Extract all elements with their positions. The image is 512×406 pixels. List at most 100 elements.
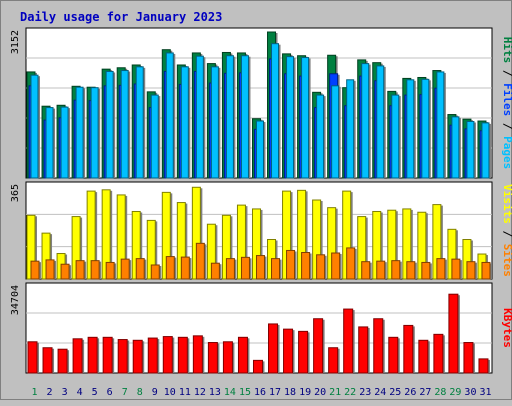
- pages-bar-day-30: [466, 120, 475, 179]
- sites-bar-day-5: [90, 260, 100, 280]
- pages-bar-day-22: [346, 79, 355, 179]
- pages-bar-day-11: [180, 66, 189, 179]
- kbytes-bar-day-1: [27, 341, 38, 374]
- sites-bar-day-29: [451, 258, 461, 280]
- kbytes-bar-day-14: [222, 341, 233, 374]
- sites-bar-day-24: [376, 260, 386, 280]
- pages-bar-day-26: [406, 79, 415, 179]
- kbytes-bar-day-4: [72, 338, 83, 374]
- day-label-18: 18: [284, 387, 296, 398]
- kbytes-bar-day-28: [433, 333, 444, 374]
- pages-bar-day-19: [301, 57, 310, 179]
- kbytes-bar-day-22: [343, 308, 354, 374]
- day-label-8: 8: [137, 387, 143, 398]
- kbytes-bar-day-7: [117, 339, 128, 374]
- pages-bar-day-13: [210, 66, 219, 179]
- day-label-29: 29: [449, 387, 461, 398]
- day-label-24: 24: [374, 387, 386, 398]
- pages-bar-day-8: [135, 66, 144, 179]
- kbytes-bar-day-12: [192, 335, 203, 374]
- day-label-25: 25: [389, 387, 401, 398]
- kbytes-bar-day-27: [418, 339, 429, 374]
- kbytes-bar-day-15: [237, 336, 248, 374]
- day-label-2: 2: [47, 387, 53, 398]
- kbytes-bar-day-26: [403, 324, 414, 374]
- sites-bar-day-10: [165, 256, 175, 280]
- legend-item-hits: Hits: [501, 37, 512, 64]
- day-label-12: 12: [194, 387, 206, 398]
- day-label-10: 10: [164, 387, 176, 398]
- sites-bar-day-30: [466, 261, 476, 280]
- legend-separator: /: [501, 63, 512, 83]
- pages-bar-day-9: [150, 94, 159, 179]
- panel-2-axis-max-label: 34704: [10, 285, 21, 315]
- pages-bar-day-12: [195, 55, 204, 179]
- pages-bar-day-24: [376, 65, 385, 179]
- legend-item-sites: Sites: [501, 244, 512, 277]
- day-label-9: 9: [152, 387, 158, 398]
- sites-bar-day-18: [286, 249, 296, 280]
- sites-bar-day-9: [150, 264, 160, 280]
- day-label-13: 13: [209, 387, 221, 398]
- day-label-28: 28: [434, 387, 446, 398]
- pages-bar-day-16: [255, 120, 264, 179]
- kbytes-bar-day-29: [448, 293, 459, 374]
- sites-bar-day-4: [75, 260, 85, 280]
- day-label-19: 19: [299, 387, 311, 398]
- kbytes-bar-day-25: [388, 336, 399, 374]
- pages-bar-day-28: [436, 71, 445, 179]
- day-label-4: 4: [77, 387, 83, 398]
- kbytes-bar-day-24: [373, 318, 384, 374]
- legend-panel-0: Hits / Files / Pages: [501, 37, 512, 170]
- kbytes-bar-day-8: [132, 339, 143, 374]
- day-label-22: 22: [344, 387, 356, 398]
- sites-bar-day-13: [210, 262, 220, 280]
- day-label-27: 27: [419, 387, 431, 398]
- day-label-7: 7: [122, 387, 128, 398]
- kbytes-bar-day-31: [478, 358, 489, 374]
- pages-bar-day-23: [361, 63, 370, 179]
- day-label-14: 14: [224, 387, 236, 398]
- sites-bar-day-3: [60, 263, 70, 280]
- day-label-16: 16: [254, 387, 266, 398]
- pages-bar-day-6: [105, 70, 114, 179]
- pages-bar-day-14: [225, 55, 234, 179]
- legend-panel-1: Visits / Sites: [501, 184, 512, 277]
- kbytes-bar-day-10: [162, 336, 173, 374]
- day-label-20: 20: [314, 387, 326, 398]
- kbytes-bar-day-9: [147, 337, 158, 374]
- kbytes-bar-day-30: [463, 342, 474, 374]
- kbytes-bar-day-20: [313, 318, 324, 374]
- kbytes-bar-day-3: [57, 348, 68, 374]
- sites-bar-day-22: [346, 247, 356, 280]
- day-label-11: 11: [179, 387, 191, 398]
- kbytes-bar-day-2: [42, 347, 53, 374]
- legend-panel-2: KBytes: [501, 308, 512, 348]
- pages-bar-day-4: [75, 86, 84, 179]
- sites-bar-day-1: [30, 260, 40, 280]
- pages-bar-day-1: [30, 74, 39, 179]
- kbytes-bar-day-19: [298, 330, 309, 374]
- kbytes-bar-day-17: [268, 323, 279, 374]
- kbytes-bar-day-16: [252, 359, 263, 374]
- day-label-23: 23: [359, 387, 371, 398]
- legend-item-files: Files: [501, 83, 512, 116]
- sites-bar-day-26: [406, 261, 416, 280]
- pages-bar-day-25: [391, 94, 400, 179]
- pages-bar-day-10: [165, 52, 174, 179]
- kbytes-bar-day-6: [102, 336, 113, 374]
- sites-bar-day-8: [135, 258, 145, 280]
- sites-bar-day-20: [316, 254, 326, 280]
- sites-bar-day-31: [481, 261, 491, 280]
- pages-bar-day-2: [45, 107, 54, 179]
- day-label-31: 31: [479, 387, 491, 398]
- panel-1-axis-max-label: 365: [10, 184, 21, 202]
- day-label-1: 1: [32, 387, 38, 398]
- pages-bar-day-3: [60, 106, 69, 179]
- pages-bar-day-21: [331, 85, 340, 179]
- sites-bar-day-19: [301, 252, 311, 280]
- sites-bar-day-21: [331, 252, 341, 280]
- day-label-21: 21: [329, 387, 341, 398]
